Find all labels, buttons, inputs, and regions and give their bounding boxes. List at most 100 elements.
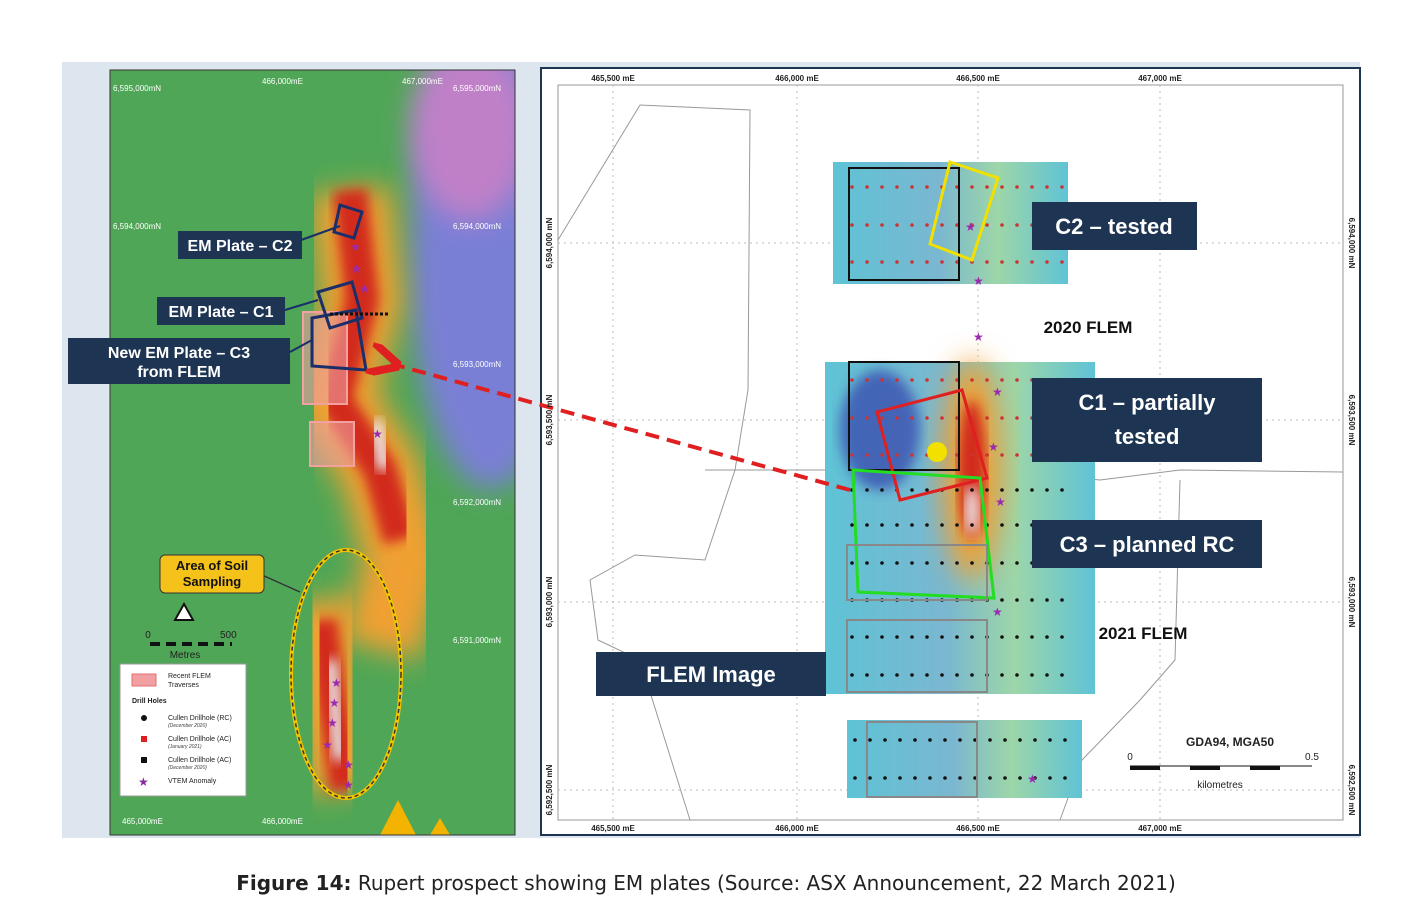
- drill-hole: [853, 738, 857, 742]
- drill-hole: [958, 738, 962, 742]
- drill-hole: [1015, 598, 1019, 602]
- label: tested: [1115, 424, 1180, 449]
- caption-label: Figure 14:: [236, 871, 351, 895]
- label: 466,000mE: [262, 817, 303, 826]
- label: 465,500 mE: [591, 74, 635, 83]
- label: 466,000 mE: [775, 824, 819, 833]
- drill-hole: [865, 260, 869, 264]
- drill-hole: [1045, 260, 1049, 264]
- drill-hole: [1015, 488, 1019, 492]
- vtem-star: ★: [327, 716, 338, 730]
- drill-hole: [1015, 378, 1019, 382]
- drill-hole: [1015, 416, 1019, 420]
- label: 2021 FLEM: [1099, 624, 1188, 643]
- label: Metres: [170, 650, 201, 661]
- drill-hole: [883, 776, 887, 780]
- drill-hole: [985, 260, 989, 264]
- drill-hole: [940, 416, 944, 420]
- drill-hole: [880, 185, 884, 189]
- drill-hole: [1015, 561, 1019, 565]
- drill-hole: [925, 635, 929, 639]
- legend-star: ★: [138, 775, 149, 789]
- drill-hole: [940, 260, 944, 264]
- drill-hole: [1000, 260, 1004, 264]
- drill-hole: [955, 185, 959, 189]
- drill-hole: [898, 776, 902, 780]
- label: 466,500 mE: [956, 74, 1000, 83]
- drill-hole: [880, 523, 884, 527]
- drill-hole: [1015, 453, 1019, 457]
- drill-hole: [1030, 488, 1034, 492]
- drill-hole: [1003, 776, 1007, 780]
- label: Recent FLEM: [168, 673, 211, 680]
- label: Cullen Drillhole (AC): [168, 757, 231, 764]
- left-border: [109, 69, 516, 836]
- drill-hole: [1048, 776, 1052, 780]
- drill-hole: [850, 378, 854, 382]
- drill-hole: [970, 223, 974, 227]
- label: kilometres: [1197, 780, 1243, 791]
- drill-hole: [985, 185, 989, 189]
- label: 466,000 mE: [775, 74, 819, 83]
- drill-hole: [970, 378, 974, 382]
- label: EM Plate – C2: [188, 238, 293, 255]
- drill-hole: [925, 260, 929, 264]
- drill-hole: [958, 776, 962, 780]
- drill-hole: [925, 416, 929, 420]
- drill-hole: [1030, 635, 1034, 639]
- drill-hole: [940, 378, 944, 382]
- drill-hole: [880, 561, 884, 565]
- drill-hole: [940, 223, 944, 227]
- drill-hole: [895, 185, 899, 189]
- label: 2020 FLEM: [1044, 318, 1133, 337]
- drill-hole: [940, 523, 944, 527]
- label: 465,500 mE: [591, 824, 635, 833]
- label: 467,000 mE: [1138, 824, 1182, 833]
- label: EM Plate – C1: [169, 304, 274, 321]
- drill-hole: [970, 488, 974, 492]
- drill-hole: [1063, 776, 1067, 780]
- drill-hole: [1060, 488, 1064, 492]
- drill-hole: [940, 561, 944, 565]
- vtem-star: ★: [992, 605, 1003, 619]
- drill-hole: [895, 416, 899, 420]
- label: C2 – tested: [1055, 214, 1172, 239]
- drill-hole: [895, 561, 899, 565]
- label-box: [159, 554, 265, 594]
- drill-hole: [1060, 185, 1064, 189]
- label: 6,591,000mN: [453, 636, 501, 645]
- vtem-star: ★: [372, 427, 383, 441]
- drill-hole: [910, 635, 914, 639]
- label: 6,593,500 mN: [545, 394, 554, 445]
- drill-hole: [850, 673, 854, 677]
- drill-hole: [985, 378, 989, 382]
- drill-hole: [1000, 561, 1004, 565]
- drill-hole: [1045, 598, 1049, 602]
- drill-hole: [955, 523, 959, 527]
- drill-hole: [910, 488, 914, 492]
- drill-hole: [880, 378, 884, 382]
- drill-hole: [1045, 488, 1049, 492]
- drill-hole: [1018, 738, 1022, 742]
- leader: [284, 299, 319, 311]
- drill-hole: [985, 416, 989, 420]
- vtem-star: ★: [995, 495, 1006, 509]
- label: 466,000mE: [262, 77, 303, 86]
- drill-hole: [943, 738, 947, 742]
- vtem-star: ★: [343, 758, 354, 772]
- drill-hole: [970, 635, 974, 639]
- label: 465,000mE: [122, 817, 163, 826]
- drill-hole: [880, 635, 884, 639]
- drill-hole: [910, 673, 914, 677]
- drill-hole: [865, 378, 869, 382]
- drill-hole: [865, 488, 869, 492]
- drill-hole: [865, 561, 869, 565]
- drill-hole: [895, 453, 899, 457]
- label: 467,000 mE: [1138, 74, 1182, 83]
- vtem-star: ★: [965, 220, 976, 234]
- label: 6,593,500 mN: [1347, 395, 1356, 446]
- label: 6,592,500 mN: [545, 764, 554, 815]
- vtem-star: ★: [992, 385, 1003, 399]
- label: 6,594,000mN: [113, 222, 161, 231]
